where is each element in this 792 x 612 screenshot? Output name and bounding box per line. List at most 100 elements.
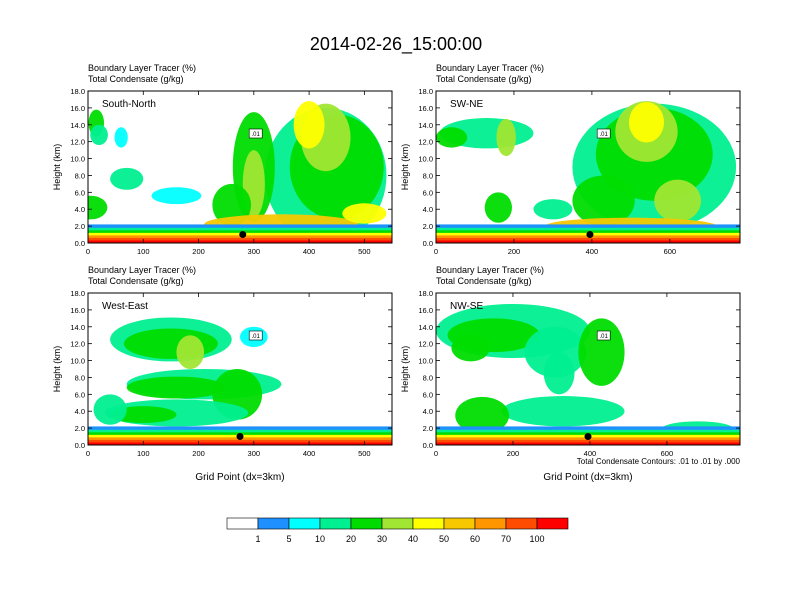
y-tick-label: 18.0 bbox=[418, 87, 433, 96]
x-tick-label: 0 bbox=[434, 247, 438, 256]
surface-layer bbox=[436, 240, 740, 243]
colorbar-swatch bbox=[443, 517, 476, 530]
tracer-cell bbox=[578, 318, 625, 386]
y-tick-label: 0.0 bbox=[75, 441, 85, 450]
colorbar-swatch bbox=[350, 517, 383, 530]
y-tick-label: 12.0 bbox=[418, 340, 433, 349]
tracer-cell bbox=[496, 118, 516, 157]
y-tick-label: 2.0 bbox=[423, 424, 433, 433]
x-tick-label: 100 bbox=[137, 247, 150, 256]
plot-area bbox=[88, 91, 392, 243]
y-tick-label: 8.0 bbox=[423, 171, 433, 180]
panel-subtitle-tracer: Boundary Layer Tracer (%) bbox=[436, 265, 544, 275]
panel-nw-se: Boundary Layer Tracer (%)Total Condensat… bbox=[400, 265, 741, 483]
panel-subtitle-tracer: Boundary Layer Tracer (%) bbox=[436, 63, 544, 73]
y-tick-label: 14.0 bbox=[70, 121, 85, 130]
panel-subtitle-condensate: Total Condensate (g/kg) bbox=[88, 74, 184, 84]
y-axis-label: Height (km) bbox=[400, 144, 410, 191]
x-tick-label: 0 bbox=[86, 449, 90, 458]
tracer-cell bbox=[455, 396, 510, 435]
y-tick-label: 12.0 bbox=[70, 340, 85, 349]
y-tick-label: 10.0 bbox=[418, 357, 433, 366]
colorbar-swatch bbox=[319, 517, 352, 530]
location-marker bbox=[584, 433, 592, 441]
x-tick-label: 0 bbox=[434, 449, 438, 458]
contour-label: .01 bbox=[600, 132, 609, 138]
panel-subtitle-condensate: Total Condensate (g/kg) bbox=[88, 276, 184, 286]
tracer-cell bbox=[654, 179, 702, 222]
plot-area bbox=[88, 293, 392, 445]
colorbar-swatch bbox=[257, 517, 290, 530]
contour-label: .01 bbox=[252, 132, 261, 138]
panel-sw-ne: Boundary Layer Tracer (%)Total Condensat… bbox=[400, 63, 741, 256]
contour-label-box bbox=[596, 128, 611, 139]
cross-section-label: South-North bbox=[102, 99, 156, 110]
y-tick-label: 16.0 bbox=[70, 306, 85, 315]
plot-area bbox=[436, 293, 740, 445]
y-tick-label: 8.0 bbox=[75, 171, 85, 180]
y-tick-label: 18.0 bbox=[418, 289, 433, 298]
colorbar-swatch bbox=[474, 517, 507, 530]
y-tick-label: 4.0 bbox=[423, 407, 433, 416]
panel-subtitle-condensate: Total Condensate (g/kg) bbox=[436, 74, 532, 84]
y-tick-label: 8.0 bbox=[75, 373, 85, 382]
colorbar-label: 100 bbox=[529, 534, 544, 544]
colorbar-swatch bbox=[226, 517, 259, 530]
y-tick-label: 4.0 bbox=[75, 407, 85, 416]
y-tick-label: 6.0 bbox=[75, 188, 85, 197]
colorbar-label: 60 bbox=[470, 534, 480, 544]
tracer-cell bbox=[451, 334, 490, 362]
contour-label: .01 bbox=[600, 334, 609, 340]
y-tick-label: 14.0 bbox=[70, 323, 85, 332]
x-tick-label: 100 bbox=[137, 449, 150, 458]
tracer-cell bbox=[110, 406, 177, 424]
plot-area bbox=[436, 91, 740, 243]
x-tick-label: 300 bbox=[248, 449, 261, 458]
x-tick-label: 600 bbox=[661, 449, 674, 458]
colorbar-label: 40 bbox=[408, 534, 418, 544]
cross-section-label: SW-NE bbox=[450, 99, 483, 110]
colorbar-swatch bbox=[288, 517, 321, 530]
colorbar-label: 70 bbox=[501, 534, 511, 544]
y-tick-label: 2.0 bbox=[75, 424, 85, 433]
x-tick-label: 200 bbox=[508, 247, 521, 256]
y-tick-label: 16.0 bbox=[70, 104, 85, 113]
surface-layer bbox=[436, 442, 740, 445]
y-tick-label: 8.0 bbox=[423, 373, 433, 382]
y-tick-label: 6.0 bbox=[75, 390, 85, 399]
x-axis-label: Grid Point (dx=3km) bbox=[543, 472, 632, 483]
y-tick-label: 12.0 bbox=[418, 138, 433, 147]
x-tick-label: 600 bbox=[664, 247, 677, 256]
tracer-cell bbox=[572, 175, 635, 227]
tracer-cell bbox=[151, 187, 202, 205]
x-tick-label: 400 bbox=[586, 247, 599, 256]
tracer-cell bbox=[543, 352, 575, 395]
colorbar-label: 20 bbox=[346, 534, 356, 544]
tracer-cell bbox=[533, 199, 573, 220]
cross-section-label: West-East bbox=[102, 301, 148, 312]
plot-frame bbox=[435, 292, 741, 446]
tracer-cell bbox=[126, 376, 227, 399]
colorbar-label: 5 bbox=[286, 534, 291, 544]
contour-label-box bbox=[596, 330, 611, 341]
panel-south-north: Boundary Layer Tracer (%)Total Condensat… bbox=[52, 63, 393, 256]
y-tick-label: 14.0 bbox=[418, 323, 433, 332]
colorbar-label: 10 bbox=[315, 534, 325, 544]
cross-section-label: NW-SE bbox=[450, 301, 483, 312]
y-tick-label: 10.0 bbox=[418, 155, 433, 164]
tracer-cell bbox=[342, 203, 387, 224]
y-tick-label: 16.0 bbox=[418, 306, 433, 315]
panel-subtitle-tracer: Boundary Layer Tracer (%) bbox=[88, 265, 196, 275]
plot-frame bbox=[87, 90, 393, 244]
colorbar: 1 5 10 20 30 40 50 60 70 100 bbox=[226, 517, 569, 544]
tracer-cell bbox=[88, 195, 108, 220]
y-tick-label: 18.0 bbox=[70, 87, 85, 96]
tracer-cell bbox=[93, 394, 127, 425]
panel-west-east: Boundary Layer Tracer (%)Total Condensat… bbox=[52, 265, 393, 483]
figure-title: 2014-02-26_15:00:00 bbox=[310, 34, 482, 55]
colorbar-label: 30 bbox=[377, 534, 387, 544]
colorbar-swatch bbox=[381, 517, 414, 530]
x-tick-label: 200 bbox=[192, 449, 205, 458]
x-tick-label: 200 bbox=[507, 449, 520, 458]
